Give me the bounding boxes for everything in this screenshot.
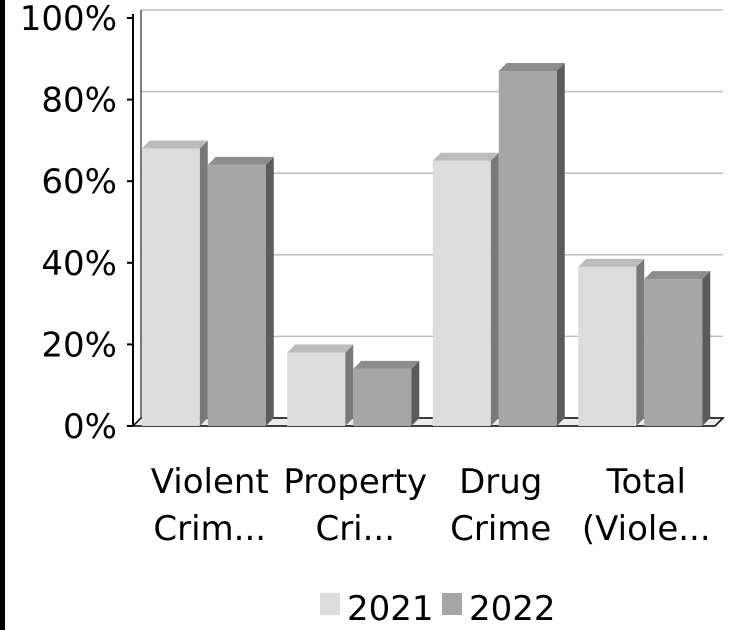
x-category-label: Drug bbox=[459, 462, 542, 502]
legend-label-2022: 2022 bbox=[469, 589, 556, 629]
bar-2021 bbox=[578, 258, 645, 426]
x-category-label: Crim... bbox=[153, 509, 266, 549]
bars bbox=[141, 63, 711, 427]
x-category-label: Property bbox=[283, 462, 427, 502]
legend: 2021 2022 bbox=[320, 589, 556, 629]
chart-frame: 0% 20% 40% 60% 80% 100% Violent Crim... Propert… bbox=[5, 0, 735, 630]
x-category-label: Crime bbox=[450, 509, 551, 549]
x-category-label: Cri... bbox=[315, 509, 395, 549]
bar-chart: 0% 20% 40% 60% 80% 100% Violent Crim... Propert… bbox=[20, 0, 725, 629]
legend-swatch-2021 bbox=[320, 593, 340, 615]
bar-2022 bbox=[353, 360, 420, 426]
x-category-label: Total bbox=[606, 462, 686, 502]
bar-2022 bbox=[207, 156, 274, 426]
x-category-label: Violent bbox=[151, 462, 269, 502]
legend-label-2021: 2021 bbox=[347, 589, 434, 629]
x-axis-labels: Violent Crim... Property Cri... Drug Crime Tot… bbox=[151, 462, 711, 549]
bar-2021 bbox=[432, 152, 499, 427]
bar-2022 bbox=[644, 271, 711, 426]
bar-2021 bbox=[141, 140, 208, 426]
bar-2022 bbox=[498, 63, 565, 426]
legend-swatch-2022 bbox=[442, 593, 462, 615]
bar-2021 bbox=[287, 344, 354, 426]
y-tick-label: 80% bbox=[41, 81, 117, 121]
y-tick-label: 0% bbox=[63, 407, 117, 447]
y-axis-ticks: 0% 20% 40% 60% 80% 100% bbox=[20, 0, 117, 447]
y-tick-label: 100% bbox=[20, 0, 117, 39]
x-category-label: (Viole... bbox=[582, 509, 711, 549]
y-tick-label: 60% bbox=[41, 162, 117, 202]
y-tick-label: 20% bbox=[41, 325, 117, 365]
y-tick-label: 40% bbox=[41, 244, 117, 284]
